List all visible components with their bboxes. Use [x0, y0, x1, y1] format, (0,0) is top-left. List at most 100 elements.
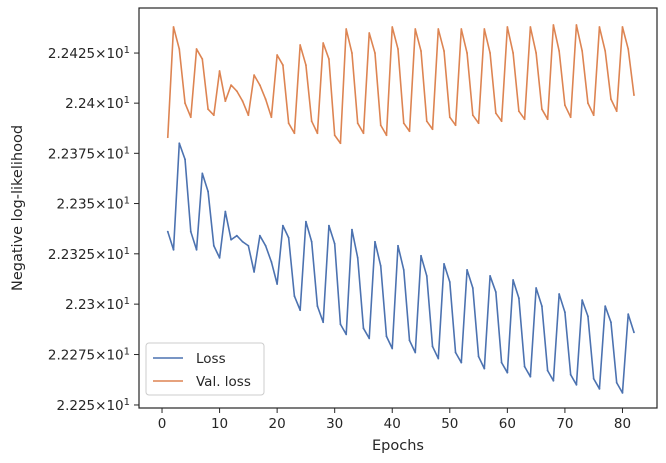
data-point [448, 116, 451, 119]
data-point [437, 28, 440, 30]
legend-box [145, 342, 265, 396]
data-point [379, 124, 382, 127]
data-point [184, 158, 186, 161]
data-point [569, 373, 572, 376]
data-point [178, 48, 181, 50]
data-point [552, 24, 555, 26]
data-point [356, 256, 359, 259]
data-point [368, 32, 371, 34]
data-point [253, 74, 256, 76]
data-point [385, 335, 388, 338]
x-tick-label: 30 [326, 416, 343, 432]
data-point [333, 134, 336, 137]
data-point [627, 48, 630, 50]
data-point [402, 269, 405, 271]
data-point [172, 26, 175, 28]
data-point [598, 26, 601, 28]
data-point [322, 42, 325, 44]
data-point [517, 110, 520, 113]
data-point [540, 108, 543, 111]
data-point [305, 220, 307, 223]
data-point [235, 234, 238, 237]
data-point [345, 333, 348, 336]
data-point [535, 52, 538, 54]
series-line-1 [166, 24, 635, 145]
data-point [587, 315, 589, 318]
data-point [633, 331, 635, 334]
data-point [299, 309, 302, 312]
data-point [184, 102, 186, 105]
data-point [201, 172, 204, 175]
data-point [535, 287, 538, 289]
data-point [397, 48, 399, 50]
x-tick-label: 0 [158, 416, 167, 432]
data-point [454, 124, 457, 127]
x-axis-ticks: 0 10 20 30 40 50 60 70 80 [158, 408, 631, 432]
y-tick-label: 2.23×101 [65, 296, 130, 313]
data-point [408, 130, 411, 133]
y-axis-ticks: 2.225×101 2.2275×101 2.23×101 2.2325×101 2.2… [48, 45, 139, 414]
legend: Loss Val. loss [145, 342, 265, 396]
data-point [466, 52, 468, 54]
data-point [615, 110, 618, 113]
data-point [414, 351, 417, 354]
data-point [546, 118, 549, 121]
data-point [224, 100, 227, 103]
data-point [287, 236, 290, 239]
data-point [258, 234, 261, 237]
data-point [420, 254, 422, 257]
data-point [322, 321, 325, 324]
data-point [517, 297, 520, 299]
data-point [494, 112, 497, 115]
data-point [224, 210, 227, 213]
data-point [345, 28, 348, 30]
data-point [195, 248, 198, 251]
series-layer [166, 24, 635, 394]
data-point [166, 136, 169, 139]
data-point [569, 116, 572, 119]
y-tick-label: 2.2275×101 [48, 347, 130, 364]
data-point [466, 269, 468, 271]
legend-label-val-loss: Val. loss [196, 374, 251, 390]
data-point [489, 52, 491, 54]
data-point [293, 295, 296, 297]
x-tick-label: 20 [269, 416, 286, 432]
data-point [471, 287, 474, 289]
data-point [564, 311, 566, 314]
data-point [425, 120, 428, 123]
data-point [362, 132, 365, 135]
data-point [328, 224, 330, 227]
data-point [443, 50, 445, 52]
data-point [339, 323, 342, 326]
data-point [178, 142, 181, 145]
data-point [212, 114, 215, 117]
data-point [621, 391, 624, 394]
y-tick-label: 2.2425×101 [48, 45, 130, 62]
data-point [293, 132, 296, 135]
data-point [287, 122, 290, 125]
data-point [529, 26, 532, 28]
data-point [247, 244, 250, 247]
data-point [443, 262, 445, 265]
data-point [310, 120, 313, 123]
data-point [598, 387, 601, 390]
data-point [552, 379, 555, 382]
y-tick-label: 2.2325×101 [48, 246, 130, 263]
legend-label-loss: Loss [196, 351, 226, 367]
data-point [512, 279, 515, 281]
data-point [414, 28, 417, 30]
data-point [281, 64, 284, 66]
data-point [374, 240, 376, 243]
data-point [460, 28, 463, 30]
data-point [316, 132, 319, 135]
data-point [506, 371, 509, 374]
y-tick-label: 2.24×101 [65, 95, 130, 112]
data-point [247, 114, 250, 117]
y-tick-label: 2.2375×101 [48, 145, 130, 162]
data-point [391, 347, 394, 350]
data-point [339, 142, 342, 145]
data-point [270, 116, 273, 119]
data-point [264, 244, 267, 247]
